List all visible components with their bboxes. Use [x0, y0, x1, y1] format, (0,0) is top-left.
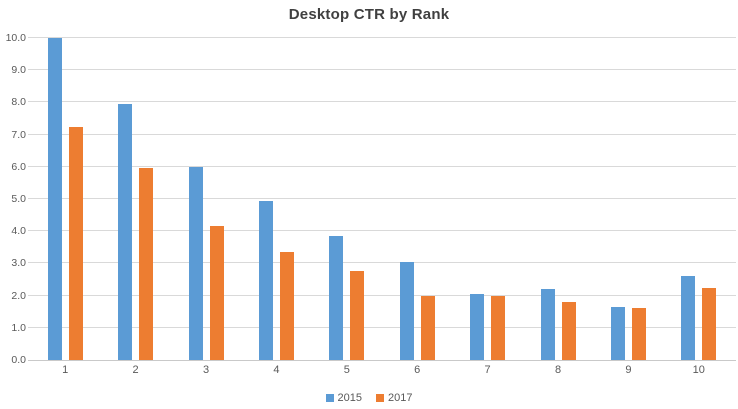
x-axis-category-label: 5: [343, 364, 350, 376]
x-axis-category-label: 6: [414, 364, 421, 376]
gridline: [28, 101, 736, 103]
bar-2017-rank-9: [631, 308, 646, 360]
bar-2017-rank-6: [420, 295, 435, 360]
y-axis-tick-label: 8.0: [11, 96, 26, 109]
gridline: [28, 37, 736, 38]
legend-label-2015: 2015: [337, 392, 362, 404]
bar-2015-rank-8: [540, 289, 555, 360]
bar-2017-rank-7: [491, 295, 506, 360]
bar-2017-rank-2: [139, 168, 154, 360]
gridline: [28, 294, 736, 296]
bar-2015-rank-3: [188, 166, 203, 360]
x-axis-category-label: 7: [484, 364, 491, 376]
y-axis-tick-label: 4.0: [11, 225, 26, 238]
legend: 2015 2017: [0, 392, 738, 404]
y-axis-tick-label: 9.0: [11, 64, 26, 77]
x-axis-category-label: 1: [62, 364, 69, 376]
y-axis-tick-label: 7.0: [11, 128, 26, 141]
x-axis-category-label: 2: [132, 364, 139, 376]
x-axis-category-label: 8: [554, 364, 562, 376]
gridline: [28, 230, 736, 232]
x-axis-line: [28, 360, 736, 361]
legend-label-2017: 2017: [388, 392, 413, 404]
y-axis-tick-label: 6.0: [11, 160, 26, 173]
x-axis-category-label: 4: [273, 364, 280, 376]
gridline: [28, 133, 736, 135]
x-axis-category-label: 10: [692, 364, 705, 376]
legend-swatch-2015: [325, 394, 334, 402]
bar-2017-rank-4: [279, 252, 294, 360]
chart-title: Desktop CTR by Rank: [288, 6, 450, 23]
bar-2015-rank-1: [47, 38, 62, 360]
legend-item-2017: 2017: [376, 392, 412, 404]
y-axis-tick-label: 10.0: [5, 32, 26, 44]
bar-2017-rank-5: [350, 271, 365, 360]
gridline: [28, 165, 736, 167]
gridline: [28, 262, 736, 264]
bar-2015-rank-6: [399, 261, 414, 360]
gridline: [28, 69, 736, 71]
bar-2017-rank-8: [561, 302, 576, 360]
y-axis-tick-label: 0.0: [11, 354, 26, 366]
bar-2015-rank-10: [681, 276, 696, 360]
plot-area: [28, 37, 736, 361]
bar-2015-rank-7: [470, 294, 485, 360]
legend-item-2015: 2015: [325, 392, 362, 404]
gridline: [28, 198, 736, 199]
y-axis-tick-label: 2.0: [11, 289, 26, 302]
gridline: [28, 326, 736, 328]
x-axis-category-label: 3: [202, 364, 210, 376]
legend-swatch-2017: [376, 394, 384, 402]
bar-2015-rank-2: [118, 104, 133, 360]
y-axis-tick-label: 5.0: [11, 193, 26, 205]
bar-2015-rank-9: [610, 306, 625, 360]
bar-2017-rank-1: [68, 126, 83, 360]
bar-2015-rank-5: [329, 236, 344, 360]
bar-2015-rank-4: [258, 200, 273, 360]
bar-2017-rank-3: [209, 226, 224, 360]
x-axis-category-label: 9: [625, 364, 632, 376]
bar-2017-rank-10: [702, 287, 717, 360]
y-axis-tick-label: 3.0: [11, 257, 26, 270]
y-axis-tick-label: 1.0: [11, 321, 26, 334]
